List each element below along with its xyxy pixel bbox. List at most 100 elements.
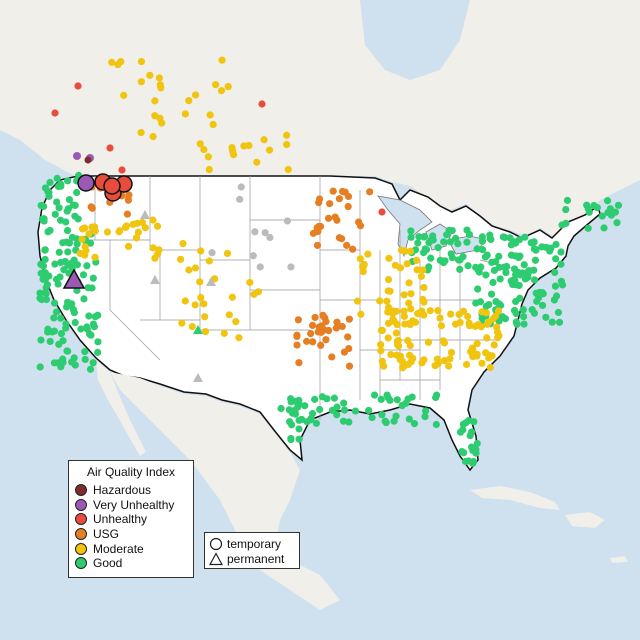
monitor-dot: [557, 260, 565, 268]
monitor-dot: [84, 156, 92, 164]
monitor-dot: [308, 321, 317, 329]
monitor-dot: [584, 205, 592, 213]
monitor-dot: [249, 252, 257, 260]
monitor-dot: [498, 313, 507, 321]
monitor-dot: [62, 324, 70, 332]
monitor-dot: [317, 341, 325, 349]
monitor-dot: [464, 312, 472, 321]
monitor-dot: [410, 420, 419, 428]
monitor-dot: [501, 233, 509, 242]
monitor-dot: [491, 312, 500, 320]
monitor-dot: [370, 391, 379, 399]
monitor-dot: [359, 267, 367, 276]
monitor-dot: [437, 322, 446, 330]
monitor-dot: [419, 266, 427, 274]
monitor-dot: [613, 219, 621, 227]
monitor-dot: [459, 307, 468, 315]
monitor-dot: [519, 312, 528, 321]
monitor-dot: [40, 217, 48, 225]
legend-label: Unhealthy: [93, 512, 148, 527]
monitor-dot: [196, 278, 204, 286]
monitor-dot: [283, 131, 291, 139]
monitor-dot: [132, 234, 141, 242]
legend-label: Hazardous: [93, 483, 152, 498]
monitor-dot: [149, 216, 157, 224]
monitor-dot: [482, 349, 490, 357]
monitor-dot: [386, 287, 394, 295]
monitor-dot: [229, 147, 237, 155]
monitor-dot: [200, 145, 208, 154]
monitor-dot: [36, 289, 44, 297]
monitor-dot: [146, 71, 154, 79]
monitor-dot: [71, 201, 79, 209]
monitor-dot: [115, 228, 123, 236]
monitor-dot: [356, 255, 364, 263]
monitor-dot: [326, 200, 334, 208]
monitor-dot: [236, 195, 244, 203]
monitor-dot: [191, 264, 200, 272]
monitor-dot: [118, 166, 126, 174]
monitor-dot: [464, 262, 472, 270]
monitor-dot: [538, 301, 547, 310]
monitor-dot: [339, 417, 348, 425]
monitor-dot: [344, 202, 352, 211]
legend-temporary: temporary: [209, 537, 295, 552]
monitor-dot: [558, 221, 566, 229]
monitor-dot: [301, 402, 309, 410]
monitor-dot: [432, 420, 440, 429]
monitor-dot: [516, 294, 524, 302]
monitor-dot: [467, 428, 476, 436]
monitor-dot: [41, 255, 49, 264]
monitor-dot: [294, 316, 302, 324]
legend-temporary-label: temporary: [227, 537, 282, 552]
monitor-dot: [323, 395, 331, 403]
monitor-dot: [228, 293, 236, 301]
monitor-dot: [50, 314, 58, 322]
monitor-dot: [85, 312, 93, 320]
monitor-dot: [614, 201, 623, 209]
monitor-dot: [398, 401, 406, 410]
monitor-dot: [122, 222, 131, 230]
monitor-dot: [266, 233, 274, 242]
monitor-dot: [400, 291, 408, 299]
monitor-dot: [181, 110, 190, 118]
monitor-dot: [156, 81, 164, 89]
monitor-dot: [378, 411, 386, 419]
monitor-dot: [563, 196, 572, 205]
monitor-dot: [376, 297, 384, 305]
monitor-dot: [308, 410, 317, 418]
monitor-dot: [421, 407, 430, 415]
monitor-dot: [245, 141, 253, 150]
monitor-dot: [191, 301, 199, 309]
monitor-dot: [479, 246, 487, 254]
monitor-dot: [295, 396, 303, 404]
monitor-dot: [55, 248, 63, 256]
monitor-dot: [332, 324, 340, 332]
monitor-dot: [557, 248, 565, 256]
monitor-dot: [417, 272, 425, 280]
monitor-dot: [62, 218, 70, 226]
monitor-dot: [78, 235, 86, 243]
monitor-dot: [37, 201, 45, 210]
aqi-legend-title: Air Quality Index: [86, 465, 176, 479]
monitor-dot: [50, 359, 59, 367]
monitor-dot: [254, 288, 263, 296]
monitor-dot: [86, 239, 95, 247]
monitor-dot: [328, 353, 336, 361]
monitor-dot: [51, 210, 59, 218]
monitor-dot: [44, 228, 52, 236]
monitor-dot: [353, 297, 362, 305]
monitor-dot: [137, 78, 145, 86]
monitor-dot: [53, 198, 61, 206]
monitor-dot: [465, 319, 473, 327]
monitor-dot: [368, 413, 376, 422]
monitor-dot: [513, 320, 521, 328]
monitor-dot: [478, 308, 486, 316]
monitor-dot: [474, 285, 482, 293]
monitor-dot: [90, 323, 98, 331]
monitor-dot: [191, 91, 200, 99]
monitor-dot: [340, 406, 349, 414]
monitor-dot: [212, 81, 220, 89]
monitor-dot: [86, 365, 95, 373]
monitor-dot: [283, 140, 291, 149]
